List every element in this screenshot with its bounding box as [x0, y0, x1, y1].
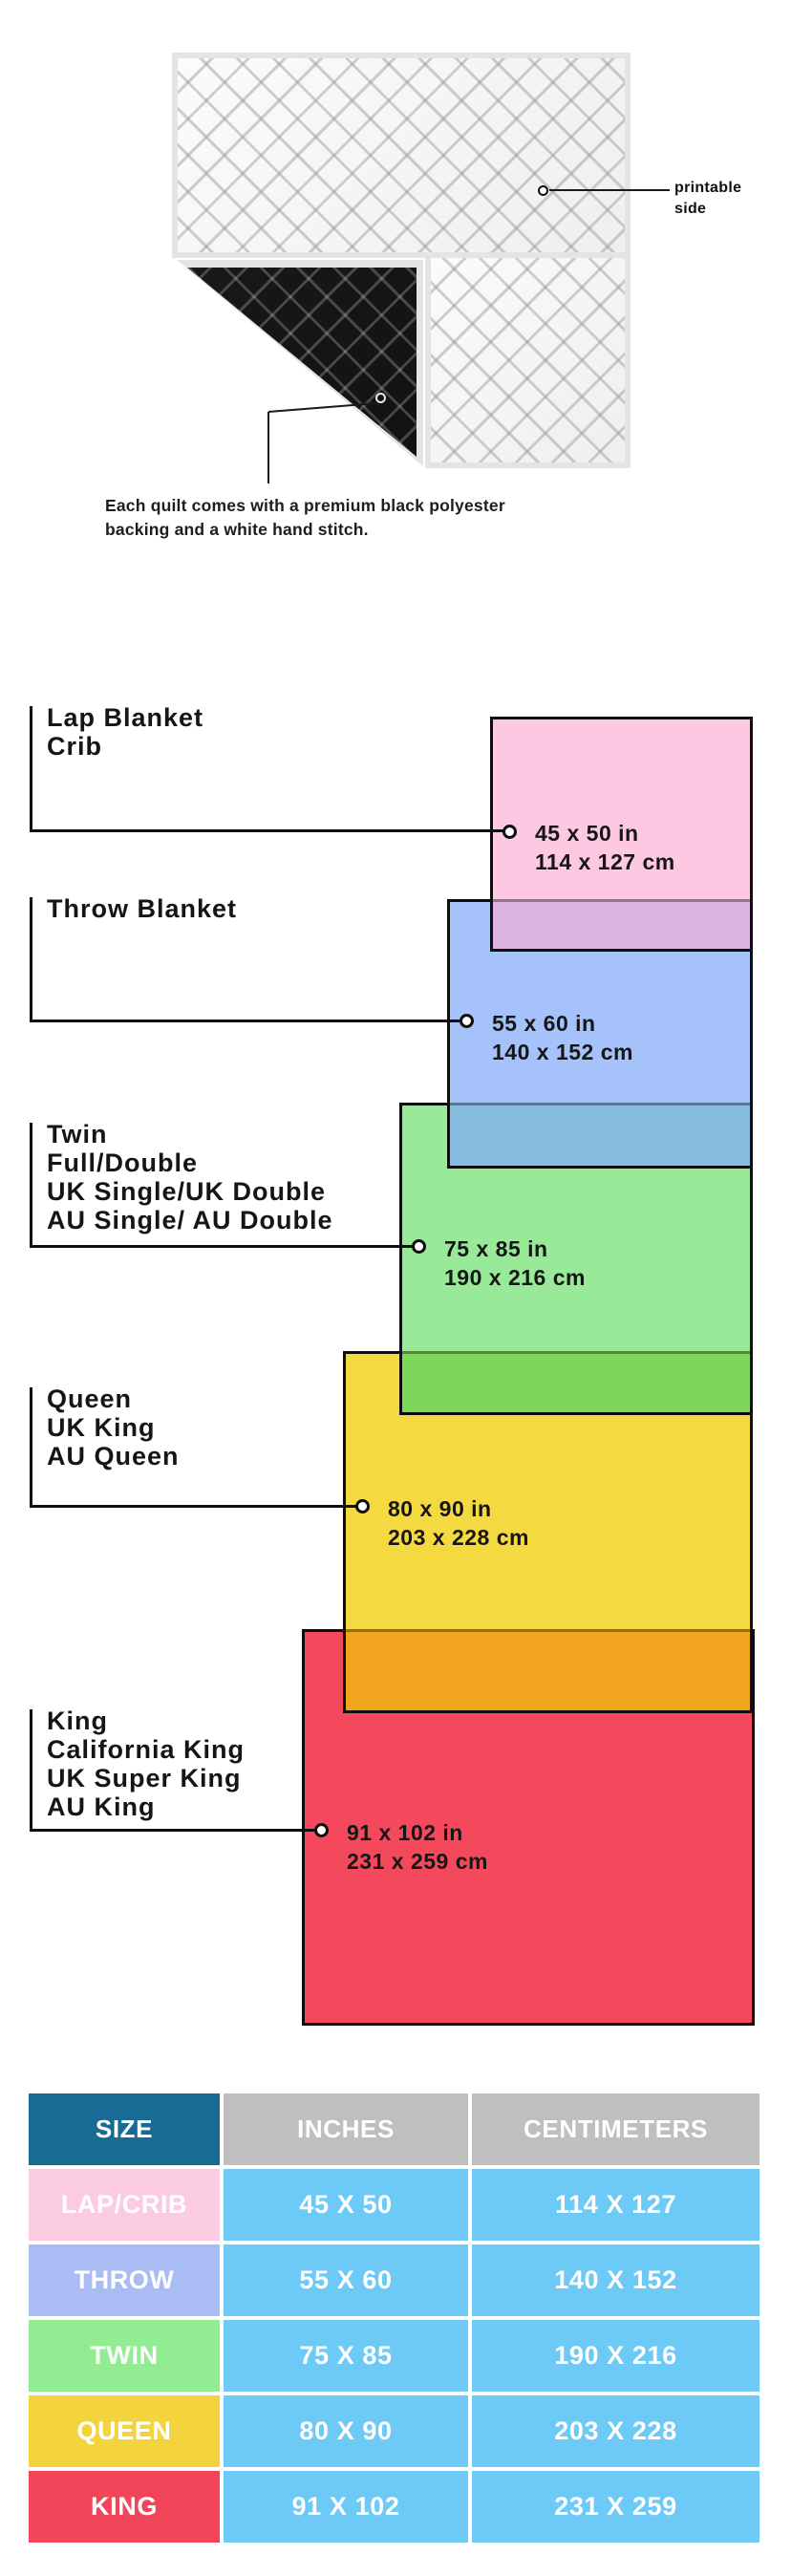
table-header-size: SIZE [29, 2093, 220, 2165]
king-connector-vertical [30, 1709, 32, 1831]
row-centimeters: 114 X 127 [472, 2169, 759, 2241]
printable-side-pointer-line [549, 189, 670, 191]
diagram-rect-lap-crib [490, 717, 753, 952]
table-header-centimeters: CENTIMETERS [472, 2093, 759, 2165]
row-inches: 91 X 102 [224, 2471, 468, 2543]
row-inches: 80 X 90 [224, 2395, 468, 2467]
lap-crib-fill [493, 719, 750, 899]
table-row-throw: THROW 55 X 60 140 X 152 [29, 2244, 759, 2316]
table-header-inches: INCHES [224, 2093, 468, 2165]
row-centimeters: 231 X 259 [472, 2471, 759, 2543]
diagram-label-lap-crib: Lap Blanket Crib [47, 703, 204, 761]
lap-crib-size-text: 45 x 50 in 114 x 127 cm [535, 821, 675, 874]
row-inches: 75 X 85 [224, 2320, 468, 2392]
row-label: QUEEN [29, 2395, 220, 2467]
quilt-front-right [425, 258, 631, 468]
row-centimeters: 140 X 152 [472, 2244, 759, 2316]
king-size-text: 91 x 102 in 231 x 259 cm [347, 1820, 488, 1874]
throw-size-text: 55 x 60 in 140 x 152 cm [492, 1011, 633, 1064]
throw-connector-horizontal [30, 1020, 467, 1022]
size-table: SIZE INCHES CENTIMETERS LAP/CRIB 45 X 50… [29, 2093, 759, 2546]
queen-connector-vertical [30, 1387, 32, 1507]
twin-overlap-band [402, 1351, 750, 1412]
queen-overlap-band [346, 1629, 750, 1710]
backing-caption: Each quilt comes with a premium black po… [105, 496, 505, 539]
quilt-front-top [172, 53, 631, 258]
twin-connector-horizontal [30, 1245, 419, 1248]
throw-point-icon [460, 1014, 474, 1028]
table-row-twin: TWIN 75 X 85 190 X 216 [29, 2320, 759, 2392]
row-label: THROW [29, 2244, 220, 2316]
lap-crib-connector-vertical [30, 706, 32, 831]
row-inches: 55 X 60 [224, 2244, 468, 2316]
diagram-label-throw: Throw Blanket [47, 894, 238, 923]
lap-crib-point-icon [502, 825, 517, 839]
backing-marker-icon [375, 393, 386, 403]
throw-connector-vertical [30, 897, 32, 1021]
table-row-queen: QUEEN 80 X 90 203 X 228 [29, 2395, 759, 2467]
quilt-illustration [172, 53, 631, 468]
row-label: LAP/CRIB [29, 2169, 220, 2241]
king-point-icon [314, 1823, 329, 1837]
twin-connector-vertical [30, 1123, 32, 1247]
backing-pointer-line-vertical [267, 412, 269, 483]
row-label: TWIN [29, 2320, 220, 2392]
twin-size-text: 75 x 85 in 190 x 216 cm [444, 1236, 586, 1290]
diagram-label-twin: Twin Full/Double UK Single/UK Double AU … [47, 1120, 333, 1234]
table-row-king: KING 91 X 102 231 X 259 [29, 2471, 759, 2543]
row-centimeters: 203 X 228 [472, 2395, 759, 2467]
diagram-label-king: King California King UK Super King AU Ki… [47, 1707, 246, 1821]
king-connector-horizontal [30, 1829, 322, 1832]
row-inches: 45 X 50 [224, 2169, 468, 2241]
row-label: KING [29, 2471, 220, 2543]
table-header-row: SIZE INCHES CENTIMETERS [29, 2093, 759, 2165]
throw-overlap-band [450, 1103, 750, 1166]
diagram-label-queen: Queen UK King AU Queen [47, 1385, 180, 1470]
queen-connector-horizontal [30, 1505, 363, 1508]
lap-crib-connector-horizontal [30, 829, 509, 832]
twin-point-icon [412, 1239, 426, 1254]
row-centimeters: 190 X 216 [472, 2320, 759, 2392]
queen-size-text: 80 x 90 in 203 x 228 cm [388, 1496, 529, 1550]
lap-crib-overlap-band [493, 899, 750, 949]
printable-side-label: printable side [674, 180, 742, 217]
queen-point-icon [355, 1499, 370, 1513]
table-row-lap-crib: LAP/CRIB 45 X 50 114 X 127 [29, 2169, 759, 2241]
printable-side-marker-icon [538, 185, 548, 196]
